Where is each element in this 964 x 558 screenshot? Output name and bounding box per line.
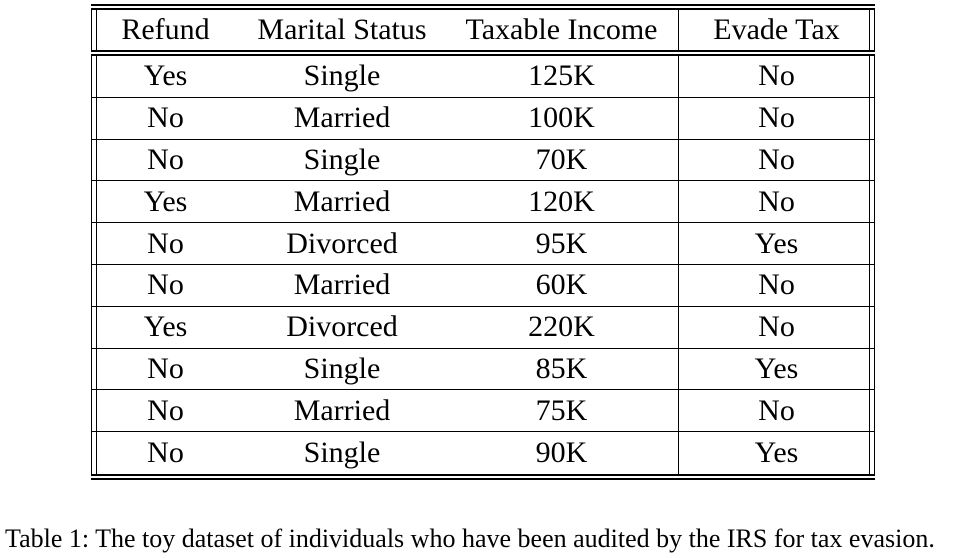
header-rule-upper [91,50,875,52]
cell-taxable-income: 75K [445,390,679,432]
data-table: Refund Marital Status Taxable Income Eva… [91,4,875,480]
cell-marital-status: Single [303,59,381,93]
cell-taxable-income: 90K [445,432,679,474]
cell-taxable-income: 220K [445,306,679,348]
header-marital-status: Marital Status [257,13,427,46]
table-caption: Table 1: The toy dataset of individuals … [5,524,935,553]
cell-taxable-income: 60K [445,264,679,306]
cell-evade-tax: No [758,142,795,176]
top-rule-inner [91,8,875,10]
cell-evade-tax: Yes [754,436,799,470]
cell-taxable-income: 95K [445,223,679,264]
cell-refund: No [147,101,184,135]
cell-evade-tax: No [758,268,795,302]
cell-taxable-income: 120K [445,181,679,223]
cell-marital-status: Divorced [286,226,398,260]
cell-refund: No [147,351,184,385]
cell-marital-status: Married [293,393,391,427]
cell-taxable-income: 125K [445,56,679,97]
cell-refund: Yes [143,310,188,344]
cell-evade-tax: No [758,184,795,218]
cell-refund: Yes [143,184,188,218]
bottom-rule-lower [91,477,875,480]
table-body: Yes Single 125K No No Married 100K No No Single 70… [91,56,875,474]
table-row: No Married 75K No [91,390,875,433]
table-row: Yes Divorced 220K No [91,306,875,349]
table-row: No Single 90K Yes [91,432,875,474]
cell-evade-tax: No [758,310,795,344]
cell-marital-status: Divorced [286,310,398,344]
cell-refund: No [147,142,184,176]
table-row: Yes Married 120K No [91,181,875,224]
table-row: No Married 100K No [91,97,875,140]
table-row: No Divorced 95K Yes [91,223,875,265]
cell-evade-tax: No [758,101,795,135]
cell-evade-tax: No [758,59,795,93]
header-evade-tax: Evade Tax [713,13,840,46]
cell-marital-status: Single [303,351,381,385]
table-row: No Married 60K No [91,264,875,307]
header-refund: Refund [121,13,210,46]
table-row: No Single 70K No [91,139,875,182]
header-rule-lower [91,54,875,56]
header-taxable-income: Taxable Income [445,10,679,50]
cell-refund: No [147,226,184,260]
cell-refund: No [147,393,184,427]
top-rule-outer [91,4,875,6]
cell-evade-tax: Yes [754,351,799,385]
table-header-row: Refund Marital Status Taxable Income Eva… [91,10,875,50]
cell-marital-status: Married [293,101,391,135]
cell-refund: No [147,268,184,302]
cell-marital-status: Married [293,268,391,302]
cell-taxable-income: 100K [445,97,679,139]
table-row: No Single 85K Yes [91,348,875,391]
cell-refund: No [147,436,184,470]
cell-taxable-income: 85K [445,348,679,390]
table-row: Yes Single 125K No [91,56,875,98]
cell-evade-tax: Yes [754,226,799,260]
cell-marital-status: Single [303,142,381,176]
cell-marital-status: Married [293,184,391,218]
cell-refund: Yes [143,59,188,93]
cell-marital-status: Single [303,436,381,470]
cell-taxable-income: 70K [445,139,679,181]
cell-evade-tax: No [758,393,795,427]
bottom-rule-upper [91,473,875,476]
